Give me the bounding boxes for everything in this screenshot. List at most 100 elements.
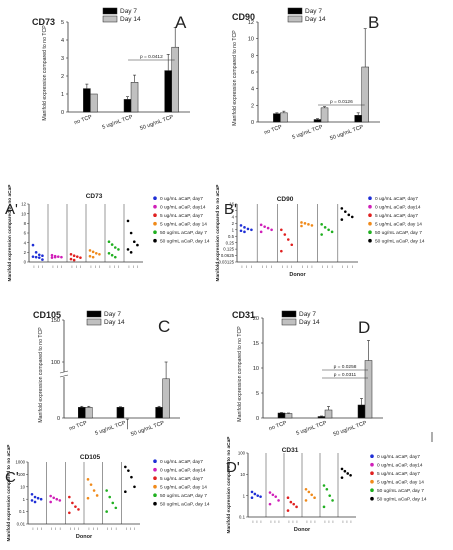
legend-label: 0 ug/mL aCaP, day7 (160, 196, 203, 202)
legend-label: 5 ug/mL aCaP, day7 (375, 213, 418, 219)
donor-tick: ǀ (95, 265, 96, 269)
data-point (37, 256, 41, 259)
bar (85, 407, 93, 419)
donor-tick: ǀ (242, 265, 243, 269)
data-point (98, 252, 101, 256)
data-point (58, 499, 62, 502)
data-point (270, 228, 273, 232)
data-point (107, 252, 111, 255)
x-tick-label: no TCP (264, 124, 284, 136)
panel-letter: D' (226, 459, 240, 476)
data-point (124, 490, 127, 494)
y-tick-label: 1000 (15, 460, 25, 465)
bar (78, 407, 86, 419)
donor-tick: ǀ (266, 265, 267, 269)
bar (83, 88, 91, 113)
legend-label: 0 ug/mL aCaP, day7 (377, 454, 420, 460)
donor-tick: ǀ (315, 520, 316, 524)
donor-tick: ǀ (34, 265, 35, 269)
legend-label: 5 ug/mL aCaP, day 14 (377, 480, 424, 486)
donor-tick: ǀ (114, 265, 115, 269)
y-tick-label: 12 (248, 20, 254, 26)
legend-marker (153, 467, 157, 472)
donor-tick: ǀ (297, 520, 298, 524)
donor-tick: ǀ (311, 520, 312, 524)
marker-label: CD105 (80, 454, 101, 461)
y-tick-label: 100 (18, 472, 26, 477)
y-tick-label: 0.1 (19, 509, 26, 514)
legend-marker (370, 462, 374, 467)
legend-label: 50 ug/mL aCaP, day 7 (377, 488, 424, 494)
legend-marker (368, 230, 372, 234)
y-tick-label: 8 (232, 208, 235, 213)
legend-swatch (102, 7, 118, 15)
data-point (41, 258, 44, 261)
legend-label: 5 ug/mL aCaP, day 14 (375, 222, 422, 228)
data-point (92, 489, 96, 492)
x-tick-label: 5 ug/mL TCP (295, 420, 328, 437)
legend-marker (368, 238, 372, 243)
bar (324, 409, 333, 419)
marker-label: CD73 (32, 17, 55, 27)
data-point (295, 505, 298, 509)
data-point (55, 497, 59, 501)
legend-label: 0 ug/mL aCaP, day14 (160, 468, 206, 474)
data-point (86, 478, 90, 481)
data-point (259, 223, 263, 227)
data-point (289, 500, 293, 504)
legend-marker (153, 493, 157, 498)
legend-marker (153, 204, 157, 209)
donor-tick: ǀ (61, 265, 62, 269)
legend-swatch (102, 15, 118, 23)
donor-tick: ǀ (275, 520, 276, 524)
donor-tick: ǀ (129, 265, 130, 269)
donor-tick: ǀ (137, 265, 138, 269)
y-axis-label: Manifold expression compared to no TCP (38, 327, 44, 423)
donor-tick: ǀ (332, 265, 333, 269)
data-point (290, 243, 294, 247)
y-tick-label: 10 (21, 211, 26, 216)
data-point (307, 490, 311, 494)
panel-letter: C (158, 317, 170, 336)
panel-letter: D (358, 318, 370, 337)
donor-tick: ǀ (99, 265, 100, 269)
data-point (50, 256, 54, 259)
data-point (307, 223, 310, 226)
data-point (344, 210, 347, 213)
data-point (30, 492, 34, 496)
data-point (133, 485, 136, 489)
donor-tick: ǀ (271, 265, 272, 269)
data-point (69, 257, 73, 261)
data-point (283, 233, 287, 236)
data-point (277, 499, 280, 502)
bar (284, 413, 293, 419)
y-tick-label: 0 (61, 110, 64, 116)
legend-label: Day 14 (299, 319, 320, 326)
data-point (340, 207, 344, 210)
data-point (86, 496, 90, 500)
data-point (105, 510, 108, 513)
panel-letter: A (175, 13, 187, 32)
legend-label: 50 ug/mL aCaP, day 14 (160, 502, 210, 508)
donor-tick: ǀ (246, 265, 247, 269)
data-point (39, 497, 43, 501)
p-value: p = 0.0412 (140, 54, 163, 60)
data-point (126, 219, 130, 223)
y-axis-label: Manifold expression compared to no TCP (232, 30, 238, 126)
p-value: p = 0.0311 (334, 372, 357, 378)
data-point (60, 255, 63, 259)
x-tick-label: 5 ug/mL TCP (101, 114, 134, 131)
legend-marker (370, 471, 374, 476)
legend-marker (153, 230, 157, 234)
legend-label: Day 14 (120, 16, 141, 23)
p-value: p = 0.0126 (330, 99, 353, 105)
data-point (49, 500, 52, 504)
marker-label: CD31 (282, 447, 299, 454)
legend-marker (153, 476, 157, 481)
y-tick-label: 2 (251, 103, 254, 109)
data-point (75, 255, 79, 258)
data-point (349, 474, 352, 477)
y-tick-label: 5 (256, 391, 259, 397)
legend-label: 0 ug/mL aCaP, day7 (375, 196, 418, 202)
legend-marker (368, 213, 372, 217)
